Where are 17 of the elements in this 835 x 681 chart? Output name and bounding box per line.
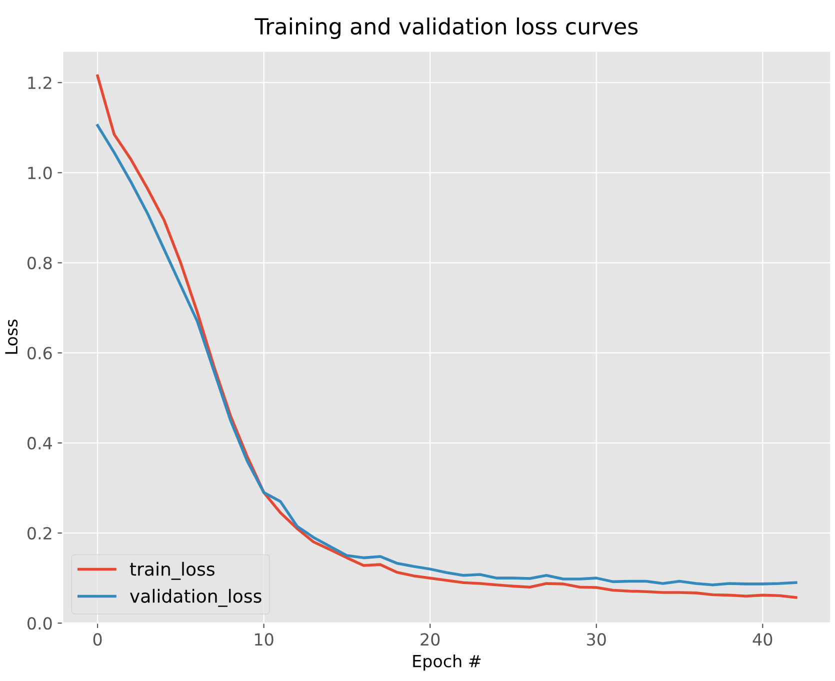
- y-tick-label: 1.0: [28, 166, 52, 180]
- x-tick-label: 10: [255, 633, 274, 646]
- y-tick-label: 0.8: [27, 256, 52, 270]
- x-tick-label: 0: [93, 633, 102, 646]
- x-tick-label: 30: [587, 633, 606, 646]
- x-tick-label: 40: [752, 633, 772, 646]
- legend-label: train_loss: [130, 562, 214, 580]
- y-tick-label: 0.4: [27, 436, 52, 450]
- y-tick-label: 0.0: [27, 617, 52, 630]
- x-tick-label: 20: [420, 633, 440, 646]
- y-tick-label: 1.2: [28, 76, 52, 89]
- y-tick-label: 0.6: [27, 346, 52, 360]
- y-axis-title: Loss: [5, 320, 18, 354]
- x-axis-title: Epoch #: [413, 654, 481, 671]
- y-tick-label: 0.2: [27, 526, 52, 540]
- chart-title: Training and validation loss curves: [254, 18, 638, 40]
- legend-label: validation_loss: [130, 588, 262, 607]
